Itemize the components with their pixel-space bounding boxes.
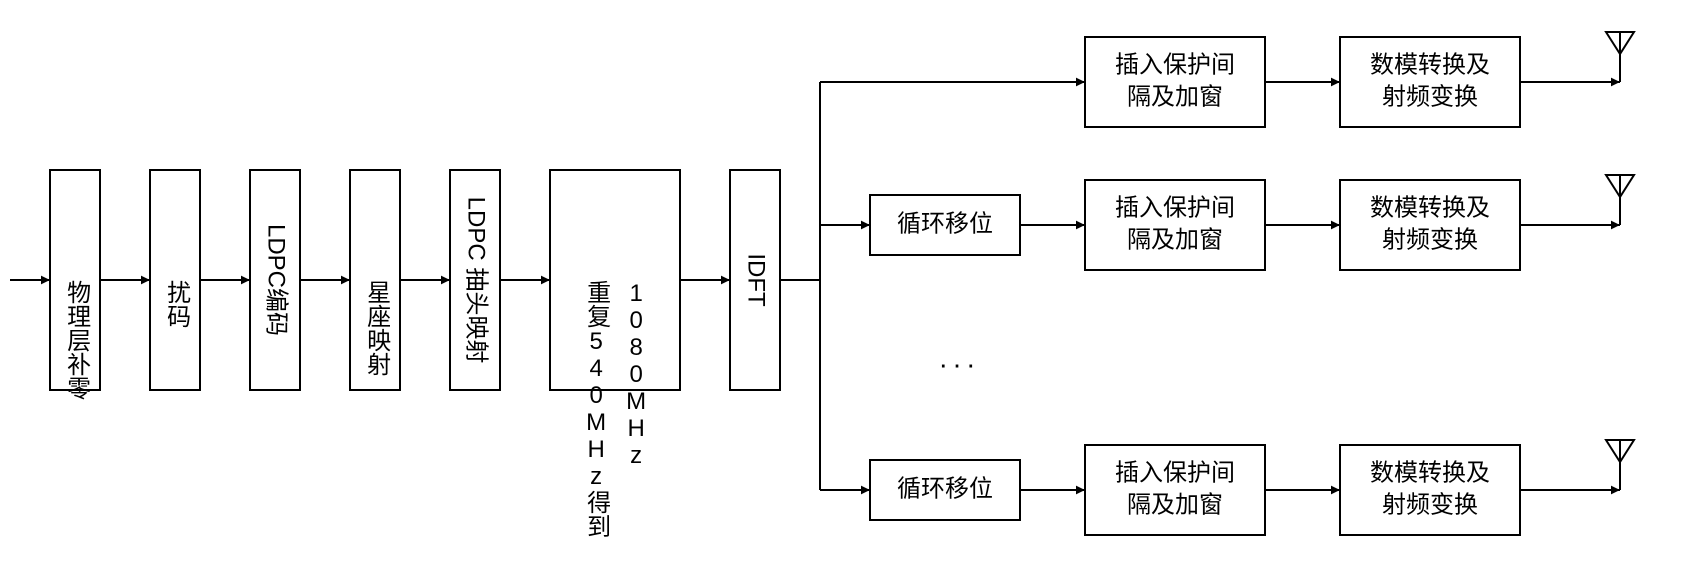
- ellipsis: ...: [939, 342, 980, 373]
- d3-l2: 射频变换: [1382, 491, 1478, 518]
- b2-label: 扰码: [163, 280, 191, 328]
- b6-label1: 重复540MHz得到: [583, 280, 611, 538]
- g1-l1: 插入保护间: [1115, 51, 1235, 78]
- d2-l2: 射频变换: [1382, 226, 1478, 253]
- d1-l1: 数模转换及: [1370, 51, 1490, 78]
- g1-l2: 隔及加窗: [1127, 83, 1223, 110]
- b6: [550, 170, 680, 390]
- d3-l1: 数模转换及: [1370, 459, 1490, 486]
- d1-l2: 射频变换: [1382, 83, 1478, 110]
- b3-label: LDPC编码: [263, 224, 290, 336]
- s2-label: 循环移位: [897, 210, 993, 237]
- b5-label: LDPC 抽头映射: [463, 197, 490, 364]
- g3-l1: 插入保护间: [1115, 459, 1235, 486]
- g2-l1: 插入保护间: [1115, 194, 1235, 221]
- b7-label: IDFT: [743, 253, 770, 307]
- b1-label: 物理层补零: [63, 280, 91, 400]
- d2-l1: 数模转换及: [1370, 194, 1490, 221]
- g2-l2: 隔及加窗: [1127, 226, 1223, 253]
- g3-l2: 隔及加窗: [1127, 491, 1223, 518]
- b4-label: 星座映射: [363, 280, 391, 376]
- b6-label2: 1080MHz: [623, 280, 650, 469]
- s3-label: 循环移位: [897, 475, 993, 502]
